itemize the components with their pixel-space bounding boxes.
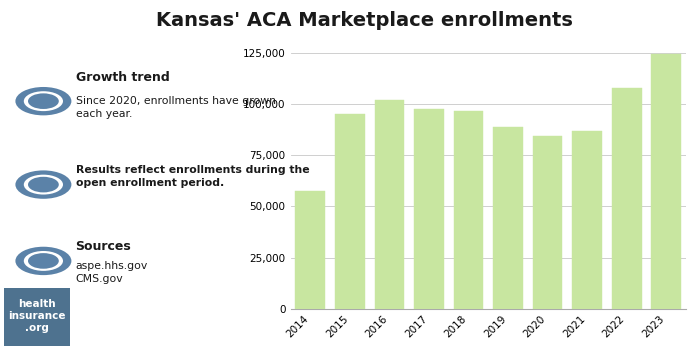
Bar [533, 136, 562, 309]
Bar [573, 131, 602, 309]
Text: aspe.hhs.gov
CMS.gov: aspe.hhs.gov CMS.gov [76, 261, 148, 284]
Bar [374, 100, 404, 309]
Bar [612, 88, 641, 309]
Text: Kansas' ACA Marketplace enrollments: Kansas' ACA Marketplace enrollments [155, 11, 573, 30]
Bar [454, 111, 483, 309]
Bar [414, 109, 444, 309]
Bar [295, 191, 325, 309]
Text: Growth trend: Growth trend [76, 71, 169, 84]
Bar [335, 114, 365, 309]
Text: Results reflect enrollments during the
open enrollment period.: Results reflect enrollments during the o… [76, 165, 309, 188]
Text: Sources: Sources [76, 240, 132, 253]
Text: Since 2020, enrollments have grown
each year.: Since 2020, enrollments have grown each … [76, 96, 276, 119]
Bar [652, 54, 681, 309]
Text: health
insurance
.org: health insurance .org [8, 299, 66, 333]
Bar [494, 127, 523, 309]
